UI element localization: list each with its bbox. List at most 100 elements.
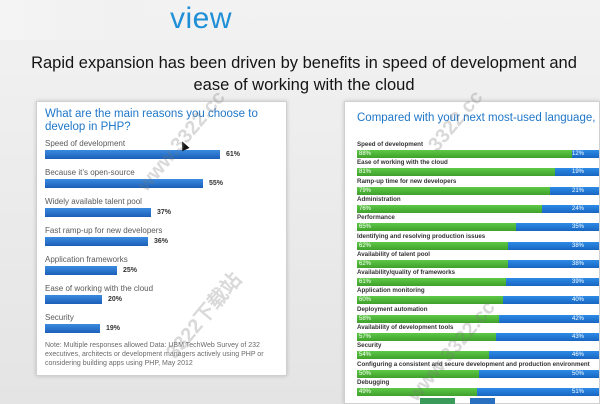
- worse-value: 50%: [572, 370, 585, 377]
- better-segment: [357, 186, 550, 195]
- better-value: 88%: [359, 151, 372, 157]
- slide-subtitle: Rapid expansion has been driven by benef…: [31, 54, 577, 94]
- reason-bar: [45, 208, 151, 217]
- reasons-chart-panel: What are the main reasons you choose to …: [36, 101, 287, 376]
- title-bar: view: [0, 0, 600, 40]
- comparison-label: Security: [357, 342, 382, 350]
- comparison-row: Deployment automation 58% 42%: [357, 305, 599, 323]
- comparison-bar: 49% 51%: [357, 387, 599, 396]
- comparison-bar: 57% 43%: [357, 333, 599, 341]
- slide-title: view: [170, 2, 233, 35]
- comparison-label: Debugging: [357, 378, 390, 386]
- comparison-label: Performance: [357, 214, 395, 222]
- reason-bar: [45, 150, 220, 159]
- reason-label: Because it’s open-source: [45, 168, 135, 177]
- comparison-bar: 61% 39%: [357, 278, 599, 287]
- comparison-row: Identifying and resolving production iss…: [357, 232, 599, 250]
- better-segment: [357, 278, 506, 287]
- better-value: 65%: [359, 224, 372, 231]
- comparison-label: Availability of development tools: [357, 324, 454, 331]
- reason-row: Security 19%: [45, 313, 285, 335]
- comparison-label: Deployment automation: [357, 305, 428, 313]
- worse-segment: [489, 351, 599, 360]
- worse-value: 12%: [572, 151, 585, 157]
- worse-value: 51%: [572, 388, 585, 395]
- comparison-bar: 79% 21%: [357, 186, 599, 195]
- reason-label: Widely available talent pool: [45, 197, 142, 206]
- reason-value: 36%: [154, 238, 169, 245]
- worse-segment: [550, 186, 599, 195]
- comparison-row: Debugging 49% 51%: [357, 378, 599, 396]
- worse-segment: [503, 296, 599, 305]
- comparison-row: Ease of working with the cloud 81% 19%: [357, 159, 599, 177]
- reason-row: Application frameworks 25%: [45, 255, 285, 277]
- worse-value: 38%: [572, 242, 585, 249]
- better-value: 61%: [359, 279, 372, 286]
- better-value: 76%: [359, 205, 372, 212]
- reason-row: Because it’s open-source 55%: [45, 168, 285, 190]
- comparison-label: Availability/quality of frameworks: [357, 269, 456, 277]
- comparison-label: Configuring a consistent and secure deve…: [357, 360, 590, 368]
- better-value: 50%: [359, 370, 372, 377]
- comparison-label: Ramp-up time for new developers: [357, 177, 457, 185]
- worse-value: 19%: [572, 169, 585, 176]
- better-segment: [357, 369, 479, 378]
- comparison-bar: 50% 50%: [357, 369, 599, 378]
- reason-bar: [45, 324, 100, 333]
- worse-segment: [555, 168, 599, 177]
- reason-value: 55%: [209, 180, 224, 187]
- better-value: 58%: [359, 315, 372, 322]
- comparison-label: Application monitoring: [357, 287, 425, 295]
- title-blur-overlay: [0, 0, 175, 40]
- better-segment: [357, 168, 555, 177]
- better-segment: [357, 387, 477, 396]
- comparison-bar: 65% 35%: [357, 223, 599, 232]
- worse-segment: [542, 204, 599, 213]
- comparison-row: Security 54% 46%: [357, 342, 599, 360]
- reason-label: Security: [45, 313, 74, 322]
- comparison-row: Configuring a consistent and secure deve…: [357, 360, 599, 378]
- reason-row: Fast ramp-up for new developers 36%: [45, 226, 285, 248]
- comparison-bar: 62% 38%: [357, 241, 599, 250]
- better-value: 49%: [359, 388, 372, 395]
- comparison-row: Performance 65% 35%: [357, 214, 599, 232]
- reason-value: 19%: [106, 325, 121, 332]
- comparison-row: Ramp-up time for new developers 79% 21%: [357, 177, 599, 195]
- worse-segment: [477, 387, 599, 396]
- comparison-label: Speed of development: [357, 141, 424, 148]
- better-segment: [357, 296, 503, 305]
- reason-value: 37%: [157, 209, 172, 216]
- worse-value: 21%: [572, 187, 585, 194]
- worse-segment: [496, 333, 599, 341]
- reason-row: Speed of development 61%: [45, 139, 285, 161]
- comparison-chart-panel: Compared with your next most-used langua…: [344, 101, 600, 404]
- comparison-label: Ease of working with the cloud: [357, 159, 448, 167]
- worse-value: 46%: [572, 352, 585, 359]
- worse-segment: [506, 278, 599, 287]
- reason-row: Ease of working with the cloud 20%: [45, 284, 285, 306]
- better-value: 54%: [359, 352, 372, 359]
- reason-label: Ease of working with the cloud: [45, 284, 154, 293]
- reasons-chart-title: What are the main reasons you choose to …: [45, 108, 258, 133]
- better-segment: [357, 314, 499, 323]
- comparison-bar: 81% 19%: [357, 168, 599, 177]
- reason-label: Speed of development: [45, 139, 126, 148]
- comparison-bar: 60% 40%: [357, 296, 599, 305]
- better-value: 57%: [359, 334, 372, 340]
- worse-value: 35%: [572, 224, 585, 231]
- comparison-bar: 76% 24%: [357, 204, 599, 213]
- comparison-bar: 62% 38%: [357, 259, 599, 268]
- better-segment: [357, 204, 542, 213]
- worse-value: 43%: [572, 334, 585, 340]
- comparison-label: Identifying and resolving production iss…: [357, 232, 486, 240]
- reason-value: 25%: [123, 267, 138, 274]
- worse-segment: [516, 223, 599, 232]
- survey-note: Note: Multiple responses allowed Data: U…: [45, 342, 264, 367]
- reason-bar: [45, 179, 203, 188]
- worse-value: 39%: [572, 279, 585, 286]
- comparison-bar: 54% 46%: [357, 351, 599, 360]
- better-value: 60%: [359, 297, 372, 304]
- comparison-row: Administration 76% 24%: [357, 196, 599, 213]
- better-segment: [357, 150, 572, 158]
